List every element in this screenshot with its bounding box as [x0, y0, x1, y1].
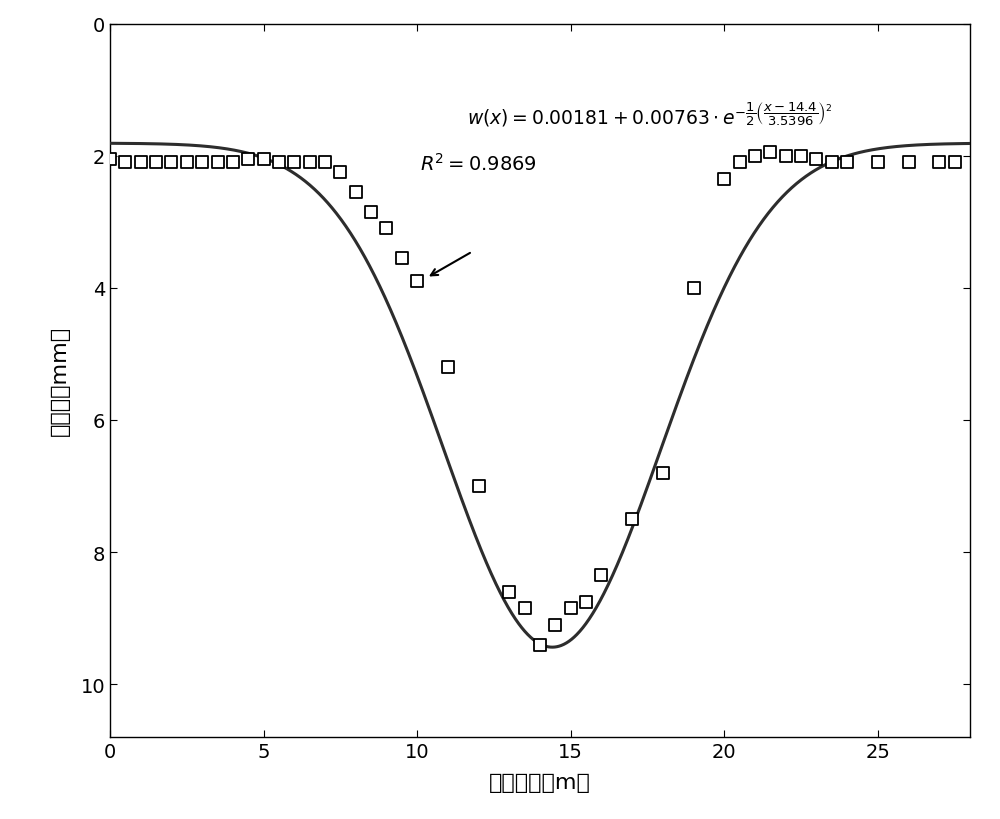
Point — [655, 467, 671, 480]
Point — [117, 156, 133, 170]
Point — [378, 223, 394, 236]
Point — [901, 156, 917, 170]
Point — [363, 206, 379, 219]
Point — [931, 156, 947, 170]
Point — [240, 153, 256, 166]
Point — [870, 156, 886, 170]
Point — [179, 156, 195, 170]
Point — [102, 153, 118, 166]
Point — [256, 153, 272, 166]
Point — [394, 252, 410, 265]
Point — [163, 156, 179, 170]
Point — [686, 282, 702, 295]
Point — [271, 156, 287, 170]
Point — [532, 638, 548, 651]
X-axis label: 纵向距离（m）: 纵向距离（m） — [489, 772, 591, 792]
Y-axis label: 沉降量（mm）: 沉降量（mm） — [49, 326, 69, 436]
Point — [409, 275, 425, 288]
Point — [194, 156, 210, 170]
Point — [747, 150, 763, 163]
Point — [348, 186, 364, 199]
Point — [225, 156, 241, 170]
Point — [517, 602, 533, 615]
Point — [716, 173, 732, 186]
Point — [808, 153, 824, 166]
Text: $R^2 = 0.9869$: $R^2 = 0.9869$ — [420, 153, 536, 174]
Point — [563, 602, 579, 615]
Point — [440, 361, 456, 374]
Point — [286, 156, 302, 170]
Point — [762, 147, 778, 160]
Point — [332, 166, 348, 179]
Point — [593, 569, 609, 582]
Point — [547, 618, 563, 631]
Point — [501, 586, 517, 599]
Point — [793, 150, 809, 163]
Point — [302, 156, 318, 170]
Point — [947, 156, 963, 170]
Point — [471, 480, 487, 493]
Point — [210, 156, 226, 170]
Point — [148, 156, 164, 170]
Text: $w(x) = 0.00181 + 0.00763 \cdot e^{-\dfrac{1}{2}\left(\dfrac{x-14.4}{3.5396}\rig: $w(x) = 0.00181 + 0.00763 \cdot e^{-\dfr… — [467, 99, 832, 129]
Point — [778, 150, 794, 163]
Point — [732, 156, 748, 170]
Point — [578, 595, 594, 609]
Point — [624, 513, 640, 526]
Point — [317, 156, 333, 170]
Point — [839, 156, 855, 170]
Point — [824, 156, 840, 170]
Point — [133, 156, 149, 170]
